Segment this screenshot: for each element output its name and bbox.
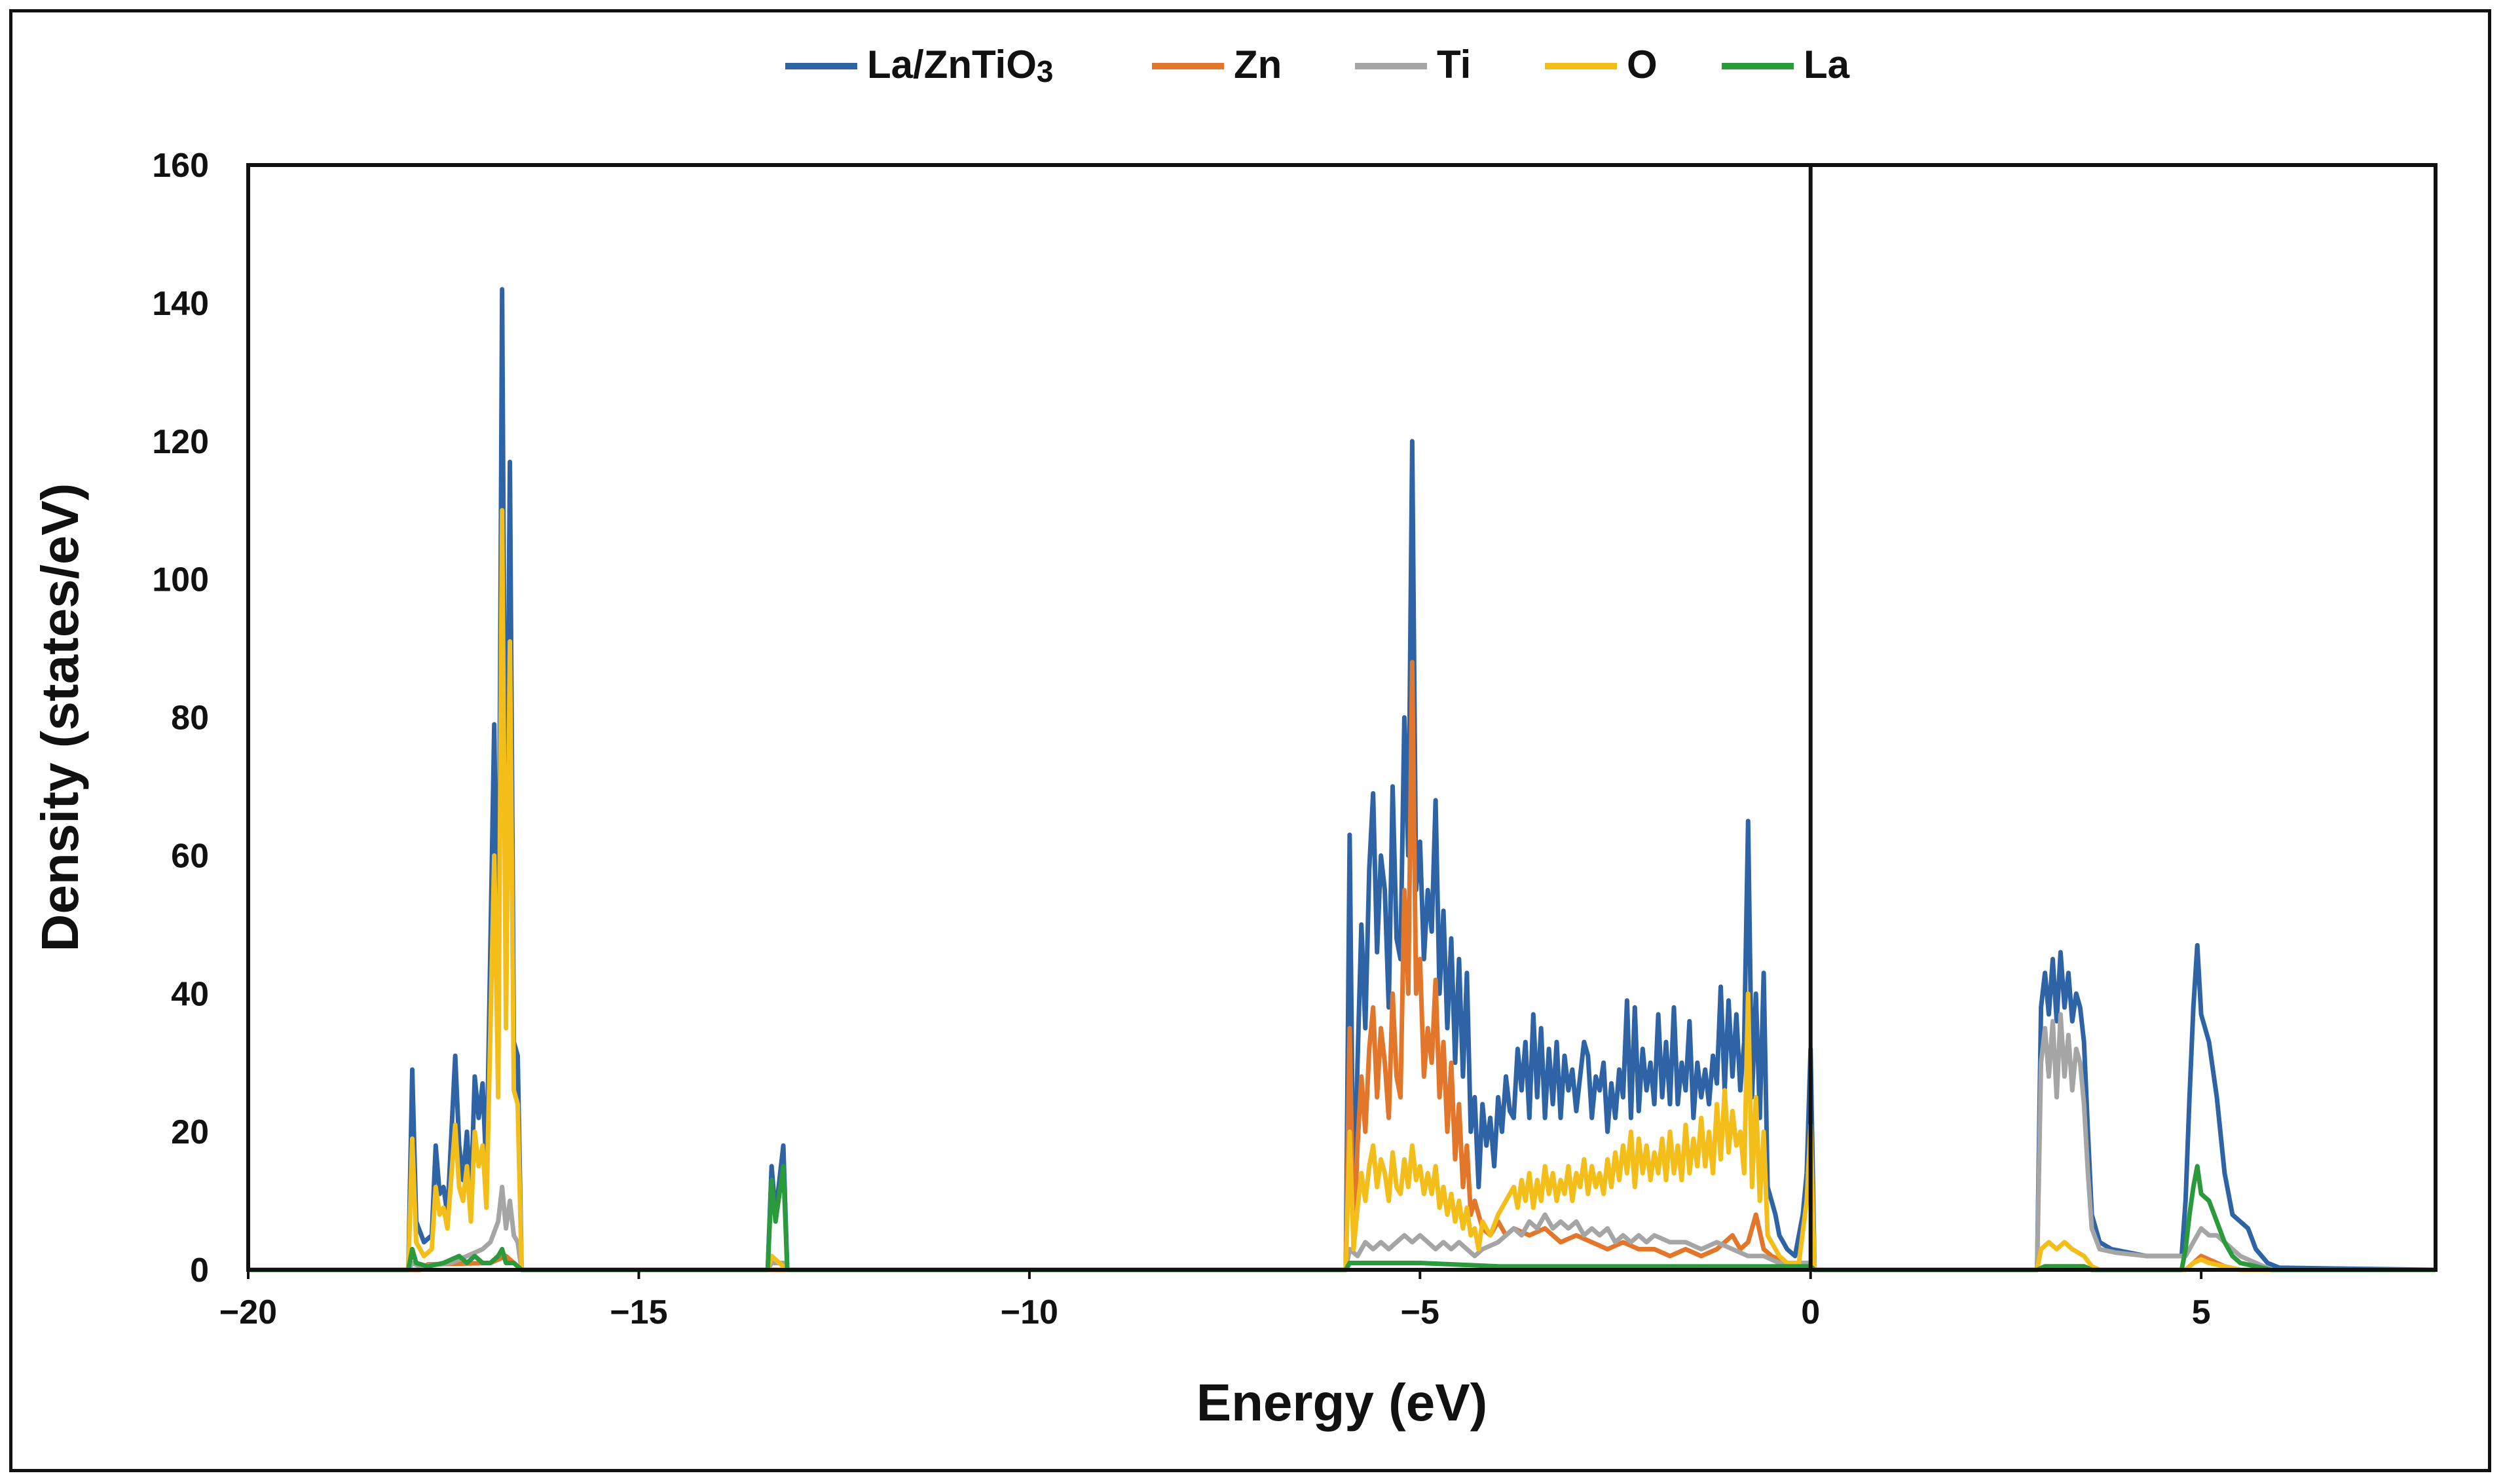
y-tick-label: 100 bbox=[152, 561, 209, 599]
legend-label-text: O bbox=[1627, 43, 1658, 86]
legend-label: Zn bbox=[1234, 43, 1282, 86]
series-line-la bbox=[248, 1164, 2436, 1272]
y-axis-title: Density (states/eV) bbox=[31, 483, 89, 952]
series-line-zn bbox=[248, 659, 2436, 1272]
legend: La/ZnTiO3 Zn Ti O La bbox=[785, 43, 1850, 88]
y-tick-label: 0 bbox=[190, 1252, 209, 1289]
y-tick-label: 160 bbox=[152, 147, 209, 185]
legend-label-subscript: 3 bbox=[1037, 54, 1054, 88]
x-tick-label: −10 bbox=[1001, 1293, 1058, 1331]
x-tick-label: −5 bbox=[1401, 1293, 1439, 1331]
legend-label: La bbox=[1804, 43, 1850, 86]
x-tick-label: −20 bbox=[219, 1293, 277, 1331]
y-tick-label: 80 bbox=[171, 699, 209, 737]
chart-frame: La/ZnTiO3 Zn Ti O La −20 −15 −10 −5 0 5 0 20 40 60 80 1… bbox=[9, 9, 2491, 1472]
legend-label-text: La/ZnTiO bbox=[867, 43, 1037, 86]
dos-chart: La/ZnTiO3 Zn Ti O La −20 −15 −10 −5 0 5 0 20 40 60 80 1… bbox=[31, 43, 2438, 1432]
y-tick-label: 40 bbox=[171, 975, 209, 1013]
legend-label-text: Zn bbox=[1234, 43, 1282, 86]
x-axis-title: Energy (eV) bbox=[1196, 1373, 1488, 1432]
y-tick-label: 20 bbox=[171, 1113, 209, 1151]
y-tick-label: 120 bbox=[152, 423, 209, 461]
plot-area-border bbox=[246, 163, 2438, 1272]
legend-label-text: Ti bbox=[1437, 43, 1471, 86]
legend-label: Ti bbox=[1437, 43, 1471, 86]
series-line-la-zntio3 bbox=[248, 287, 2436, 1272]
legend-label: La/ZnTiO3 bbox=[867, 43, 1054, 88]
x-tick-label: 5 bbox=[2192, 1293, 2211, 1331]
series-line-o bbox=[248, 508, 2436, 1272]
tick-layer: −20 −15 −10 −5 0 5 0 20 40 60 80 100 120 140 160 bbox=[152, 147, 2210, 1331]
y-tick-label: 60 bbox=[171, 837, 209, 875]
series-layer bbox=[248, 287, 2436, 1272]
x-tick-label: 0 bbox=[1801, 1293, 1820, 1331]
legend-label: O bbox=[1627, 43, 1658, 86]
legend-label-text: La bbox=[1804, 43, 1850, 86]
x-tick-label: −15 bbox=[610, 1293, 667, 1331]
y-tick-label: 140 bbox=[152, 285, 209, 323]
series-line-ti bbox=[248, 1012, 2436, 1272]
